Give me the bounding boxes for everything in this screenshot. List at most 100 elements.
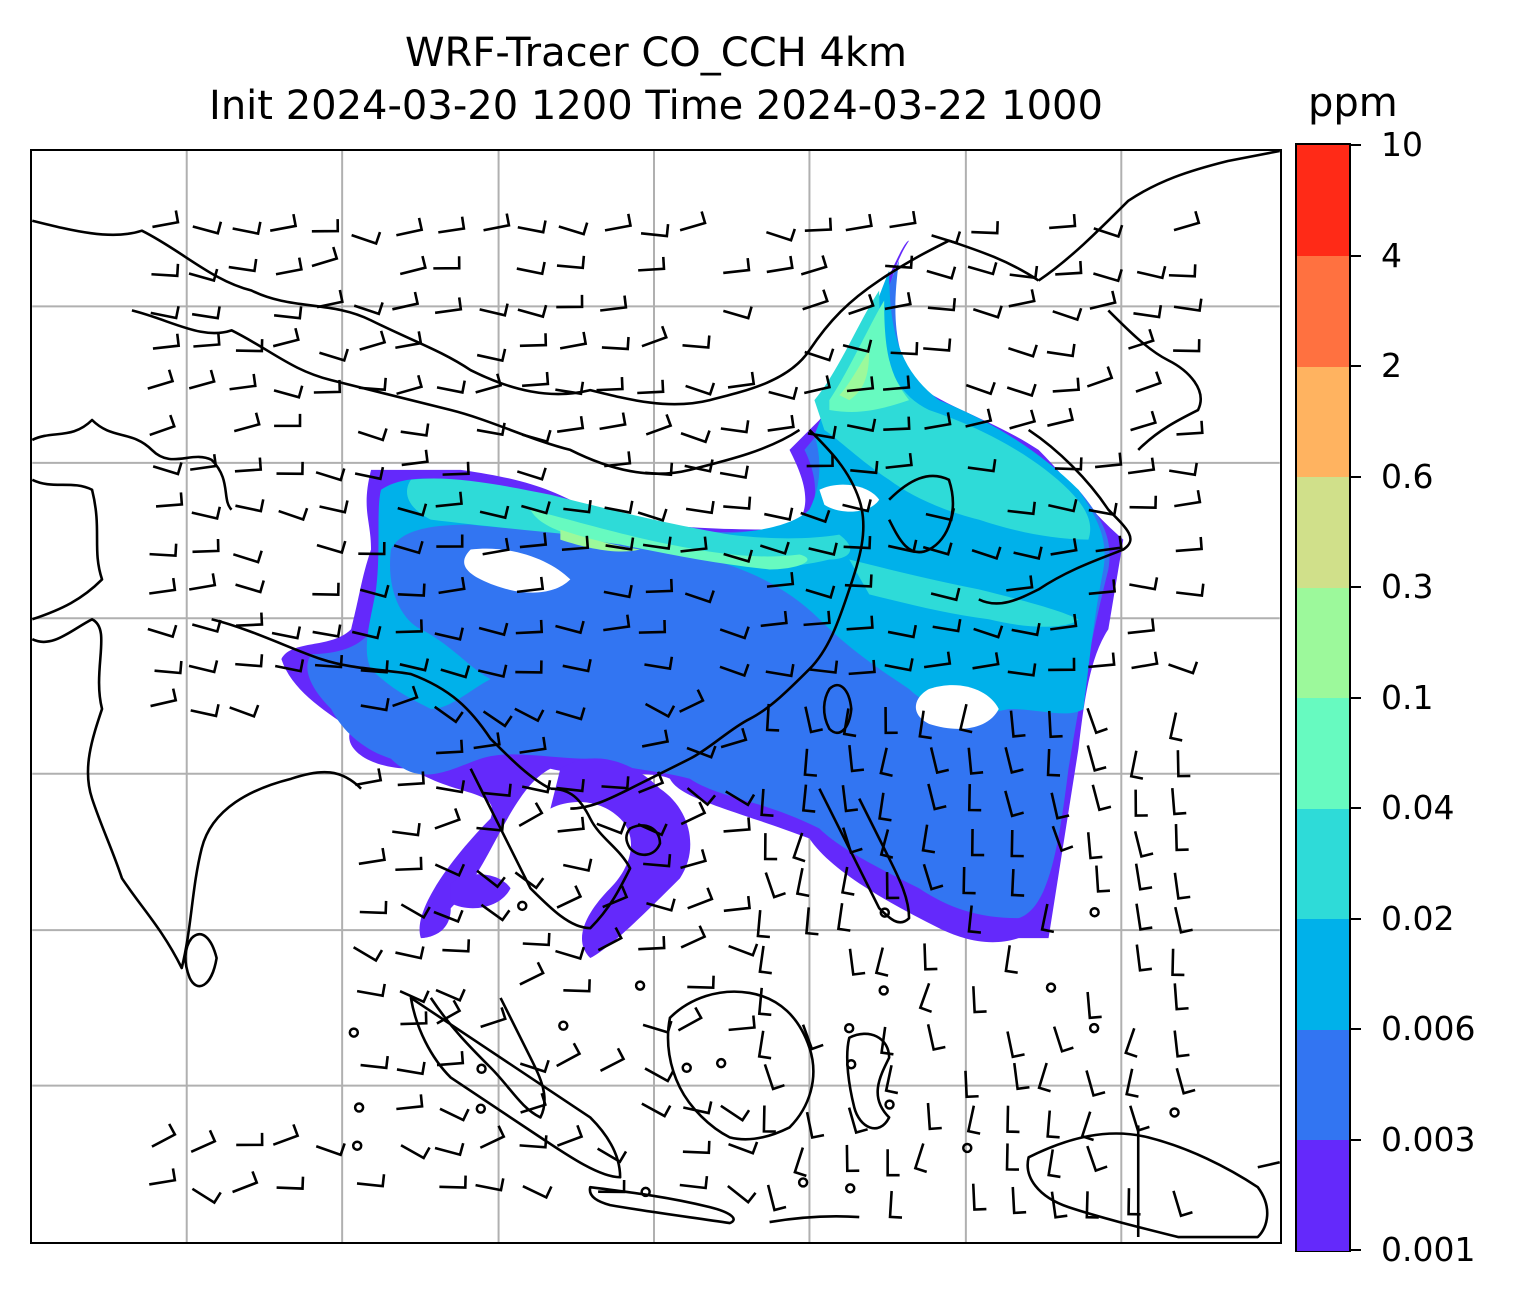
- wind-barb: [884, 706, 898, 735]
- wind-barb: [434, 297, 463, 315]
- wind-barb: [273, 306, 303, 320]
- wind-barb: [1055, 260, 1083, 276]
- wind-barb: [803, 610, 831, 627]
- wind-barb: [923, 943, 938, 971]
- wind-barb: [1004, 945, 1018, 974]
- wind-barb: [756, 910, 771, 939]
- wind-barb: [725, 790, 756, 807]
- wind-barb: [352, 946, 384, 963]
- wind-barb: [679, 211, 707, 232]
- wind-barb: [480, 1007, 507, 1029]
- wind-barb: [519, 736, 547, 754]
- wind-barb: [602, 885, 629, 909]
- wind-barb: [400, 1144, 431, 1160]
- wind-barb: [400, 1011, 428, 1026]
- colorbar-tick-label: 0.04: [1381, 788, 1455, 827]
- wind-barb: [396, 217, 424, 237]
- wind-barb: [972, 652, 1000, 670]
- colorbar-tick: [1351, 475, 1361, 478]
- wind-barb: [353, 302, 384, 316]
- wind-barb: [236, 1132, 264, 1147]
- wind-barb: [354, 466, 385, 481]
- wind-barb: [1037, 1062, 1051, 1093]
- wind-barb: [1174, 489, 1202, 508]
- wind-barb: [191, 1187, 222, 1205]
- wind-barb: [556, 294, 584, 309]
- wind-barbs: [147, 210, 1205, 1219]
- wind-barb: [971, 546, 1002, 560]
- wind-barb: [436, 1051, 465, 1067]
- wind-barb-calm: [1089, 907, 1100, 918]
- wind-barb: [723, 549, 754, 564]
- wind-barb: [841, 827, 863, 855]
- colorbar-tick: [1351, 1138, 1361, 1141]
- wind-barb-calm: [1045, 982, 1057, 993]
- wind-barb: [1040, 903, 1055, 934]
- wind-barb: [1129, 577, 1159, 591]
- coastline-india: [32, 617, 362, 970]
- wind-barb: [442, 461, 470, 476]
- wind-barb: [235, 612, 264, 627]
- coastline-sri-lanka: [184, 932, 218, 988]
- wind-barb: [642, 536, 672, 551]
- wind-barb: [645, 413, 673, 436]
- wind-barb: [847, 1107, 868, 1135]
- wind-barb: [1080, 1111, 1094, 1142]
- wind-barb: [521, 780, 552, 794]
- coastline-timor: [769, 1215, 860, 1224]
- wind-barb: [1133, 830, 1154, 858]
- wind-barb: [556, 1042, 582, 1068]
- wind-barb: [1006, 383, 1037, 398]
- wind-barb: [680, 430, 711, 444]
- colorbar-step: [1297, 697, 1349, 809]
- wind-barb: [1175, 1067, 1196, 1095]
- wind-barb: [1006, 1105, 1020, 1134]
- wind-barb-calm: [640, 1186, 651, 1198]
- wind-barb: [149, 414, 176, 437]
- coastline-indochina: [469, 768, 632, 930]
- wind-barb: [515, 619, 544, 635]
- wind-barb: [848, 744, 865, 773]
- colorbar-tick-label: 0.006: [1381, 1009, 1476, 1048]
- wind-barb: [913, 1143, 928, 1174]
- wind-barb: [1171, 788, 1187, 816]
- wind-barb: [232, 550, 263, 564]
- wind-barb: [1004, 747, 1024, 774]
- wind-barb: [1136, 265, 1167, 280]
- wind-barb: [272, 327, 300, 348]
- coastline-australia-edge: [1257, 1161, 1280, 1169]
- wind-barb: [760, 788, 774, 817]
- coastline-russia-east: [1037, 151, 1280, 282]
- wind-barb: [271, 626, 302, 640]
- wind-barb: [1048, 499, 1078, 513]
- wind-barb: [1127, 618, 1156, 635]
- wind-barb: [436, 380, 466, 394]
- wind-barb: [400, 423, 430, 437]
- wind-barb: [150, 688, 178, 708]
- wind-barb: [562, 858, 593, 873]
- wind-barb: [1007, 501, 1036, 516]
- wind-barb: [190, 1129, 217, 1154]
- wind-barb: [848, 948, 866, 976]
- wind-barb: [1046, 343, 1076, 358]
- wind-barb: [563, 979, 591, 993]
- wind-barb: [604, 213, 633, 232]
- wind-barb: [723, 817, 751, 833]
- wind-barb: [1046, 748, 1061, 777]
- colorbar-step: [1297, 255, 1349, 367]
- wind-barb: [193, 332, 221, 348]
- wind-barb-calm: [517, 900, 528, 912]
- wind-barb: [719, 663, 750, 678]
- wind-barb: [360, 660, 389, 674]
- wind-barb: [1173, 339, 1201, 353]
- wind-barb: [1173, 298, 1203, 312]
- colorbar-tick: [1351, 365, 1361, 367]
- wind-barb: [1088, 652, 1116, 669]
- wind-barb: [434, 807, 461, 830]
- wind-barb: [151, 1123, 177, 1148]
- wind-barb: [150, 305, 180, 320]
- wind-barb: [596, 1147, 628, 1164]
- wind-barb: [555, 946, 586, 961]
- wind-barb: [319, 500, 349, 514]
- wind-barb: [680, 801, 707, 826]
